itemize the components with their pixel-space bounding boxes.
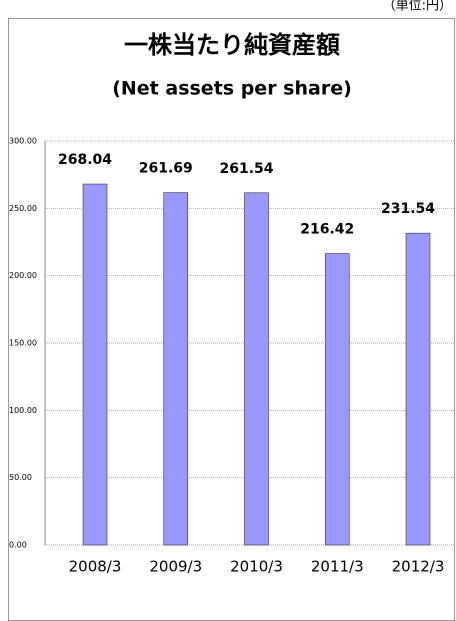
y-tick-label: 150.00 (9, 339, 37, 348)
y-tick-label: 50.00 (9, 473, 32, 482)
value-label: 268.04 (58, 152, 112, 168)
chart-title: 一株当たり純資産額 (124, 31, 340, 59)
bar (82, 183, 108, 546)
chart-frame (8, 18, 455, 621)
chart-subtitle: (Net assets per share) (112, 78, 352, 100)
value-label: 261.69 (139, 161, 193, 177)
unit-label: （単位:円） (383, 0, 452, 14)
x-tick-label: 2008/3 (69, 558, 122, 576)
x-tick-label: 2010/3 (230, 558, 283, 576)
x-tick-label: 2011/3 (311, 558, 364, 576)
value-label: 261.54 (219, 161, 273, 177)
y-tick-label: 0.00 (9, 541, 27, 550)
y-tick-label: 200.00 (9, 271, 37, 280)
value-label: 216.42 (300, 222, 354, 238)
bar (405, 232, 431, 546)
bar (324, 253, 350, 546)
y-tick-label: 100.00 (9, 406, 37, 415)
value-label: 231.54 (381, 201, 435, 217)
y-tick-label: 250.00 (9, 204, 37, 213)
bar (244, 192, 269, 546)
bar (163, 192, 189, 546)
y-tick-label: 300.00 (9, 137, 37, 146)
x-tick-label: 2012/3 (392, 558, 445, 576)
x-tick-label: 2009/3 (149, 558, 202, 576)
